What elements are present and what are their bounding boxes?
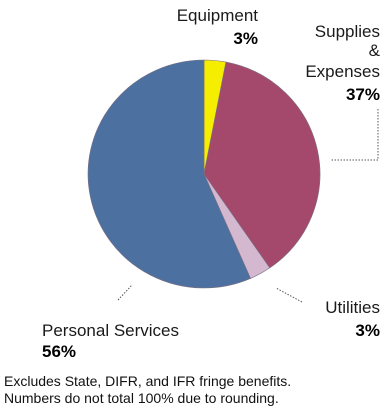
- leader-line-personal-services: [117, 284, 133, 301]
- leader-line-supplies-expenses: [330, 109, 379, 161]
- leaders-layer: [117, 109, 379, 303]
- slice-label-supplies-expenses-line-3: Expenses: [305, 62, 380, 81]
- footnote-line-1: Excludes State, DIFR, and IFR fringe ben…: [4, 373, 292, 389]
- slice-label-utilities: Utilities: [325, 298, 380, 317]
- slice-value-equipment: 3%: [233, 29, 258, 48]
- footnote-line-2: Numbers do not total 100% due to roundin…: [4, 390, 279, 406]
- footnote: Excludes State, DIFR, and IFR fringe ben…: [4, 373, 382, 407]
- pie-slice-personal-services: [87, 59, 251, 289]
- pie-slice-supplies-expenses: [203, 61, 321, 269]
- labels-layer: Equipment 3% Supplies& Expenses 37% Utilities…: [42, 6, 381, 361]
- slice-label-supplies-expenses-line-1: Supplies: [315, 22, 380, 41]
- slice-label-personal-services: Personal Services: [42, 321, 179, 340]
- slices-layer: [87, 59, 321, 289]
- slice-label-supplies-expenses-line-2: &: [369, 41, 381, 60]
- leader-line-utilities: [275, 287, 303, 303]
- slice-value-utilities: 3%: [355, 321, 380, 340]
- slice-label-equipment: Equipment: [177, 6, 259, 25]
- slice-value-personal-services: 56%: [42, 342, 76, 361]
- slice-value-supplies-expenses: 37%: [346, 85, 380, 104]
